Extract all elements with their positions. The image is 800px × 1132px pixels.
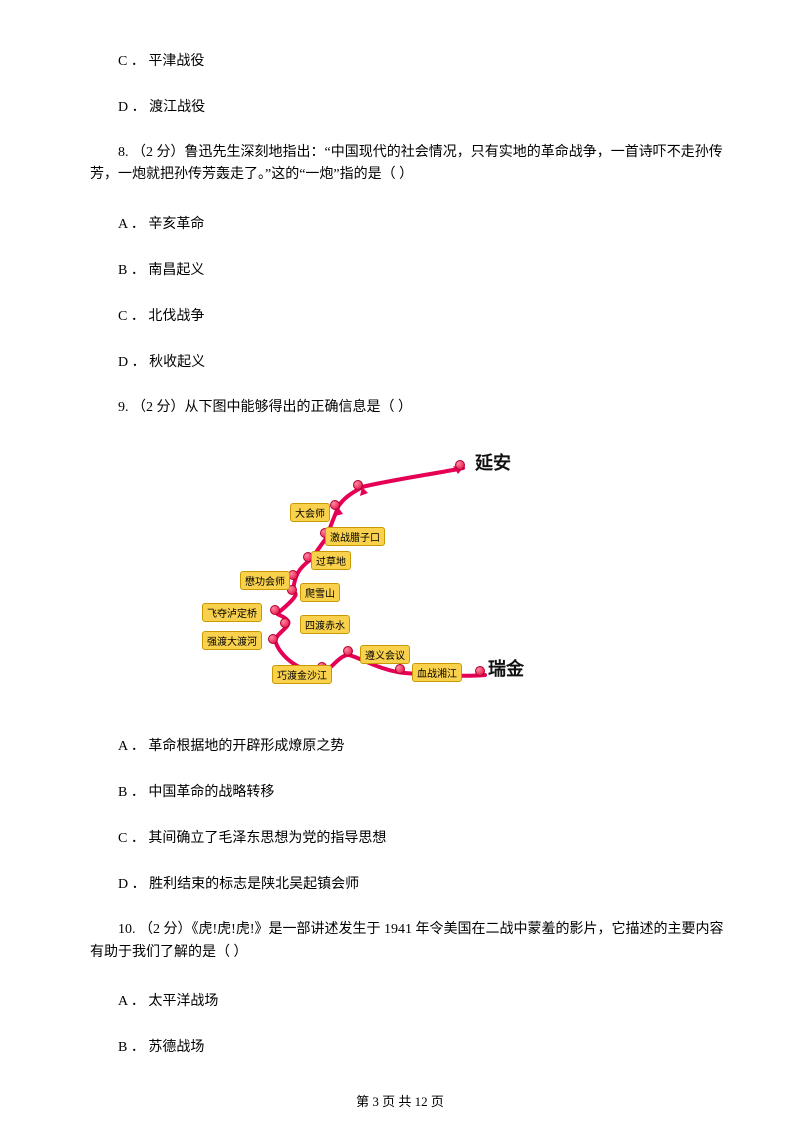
q10-option-b: B ． 苏德战场 xyxy=(90,1036,730,1056)
q8-stem: 8. （2 分）鲁迅先生深刻地指出：“中国现代的社会情况，只有实地的革命战争，一… xyxy=(90,142,730,187)
page-footer: 第 3 页 共 12 页 xyxy=(0,1091,800,1110)
map-label: 瑞金 xyxy=(488,655,524,681)
map-label: 爬雪山 xyxy=(300,583,340,602)
map-label: 飞夺泸定桥 xyxy=(202,603,262,622)
map-label: 延安 xyxy=(475,449,511,475)
q9-option-c: C ． 其间确立了毛泽东思想为党的指导思想 xyxy=(90,827,730,847)
map-label: 遵义会议 xyxy=(360,645,410,664)
q8-option-b: B ． 南昌起义 xyxy=(90,259,730,279)
map-label: 四渡赤水 xyxy=(300,615,350,634)
q9-option-b: B ． 中国革命的战略转移 xyxy=(90,781,730,801)
map-label: 懋功会师 xyxy=(240,571,290,590)
q8-option-d: D ． 秋收起义 xyxy=(90,351,730,371)
map-label: 过草地 xyxy=(311,551,351,570)
q9-option-d: D ． 胜利结束的标志是陕北吴起镇会师 xyxy=(90,873,730,893)
map-label: 激战腊子口 xyxy=(325,527,385,546)
q9-stem: 9. （2 分）从下图中能够得出的正确信息是（ ） xyxy=(90,397,730,419)
q10-option-a: A ． 太平洋战场 xyxy=(90,990,730,1010)
q8-option-a: A ． 辛亥革命 xyxy=(90,213,730,233)
map-label: 大会师 xyxy=(290,503,330,522)
q9-option-a: A ． 革命根据地的开辟形成燎原之势 xyxy=(90,735,730,755)
q10-stem: 10. （2 分）《虎!虎!虎!》是一部讲述发生于 1941 年令美国在二战中蒙… xyxy=(90,919,730,964)
map-label: 强渡大渡河 xyxy=(202,631,262,650)
q7-option-d: D ． 渡江战役 xyxy=(90,96,730,116)
map-label: 巧渡金沙江 xyxy=(272,665,332,684)
q7-option-c: C ． 平津战役 xyxy=(90,50,730,70)
q8-option-c: C ． 北伐战争 xyxy=(90,305,730,325)
map-label: 血战湘江 xyxy=(412,663,462,682)
long-march-map: 延安大会师激战腊子口过草地懋功会师爬雪山飞夺泸定桥四渡赤水强渡大渡河遵义会议巧渡… xyxy=(180,445,540,715)
